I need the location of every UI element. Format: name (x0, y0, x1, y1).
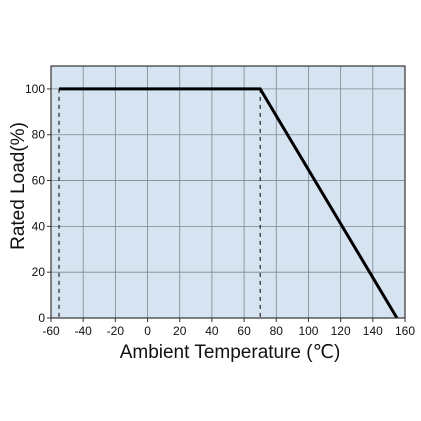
series-layer (59, 87, 399, 319)
y-tick-label: 40 (32, 219, 46, 233)
y-axis-label: Rated Load(%) (8, 122, 29, 250)
y-tick-label: 80 (32, 128, 46, 142)
y-tick-label: 100 (25, 82, 45, 96)
x-tick-label: 140 (363, 324, 383, 338)
x-tick-label: 160 (395, 324, 415, 338)
y-tick-label: 60 (32, 174, 46, 188)
y-tick-label: 0 (38, 311, 45, 325)
x-tick-label: 20 (173, 324, 187, 338)
x-tick-label: 40 (205, 324, 219, 338)
x-tick-label: 80 (270, 324, 284, 338)
x-tick-label: 0 (144, 324, 151, 338)
y-tick-label: 20 (32, 265, 46, 279)
x-tick-label: 120 (331, 324, 351, 338)
x-tick-label: -20 (107, 324, 125, 338)
derating-curve (59, 87, 399, 319)
x-axis-label: Ambient Temperature (℃) (120, 342, 341, 363)
tick-labels: -60 -40 -20 0 20 40 60 80 100 120 140 160 0 20 40 60 80 1… (25, 82, 415, 338)
x-tick-label: 100 (298, 324, 318, 338)
x-tick-label: 60 (237, 324, 251, 338)
reference-lines (58, 88, 261, 318)
plot-frame (50, 65, 406, 319)
plot-area (51, 66, 405, 318)
x-tick-label: -40 (75, 324, 93, 338)
x-tick-label: -60 (42, 324, 60, 338)
